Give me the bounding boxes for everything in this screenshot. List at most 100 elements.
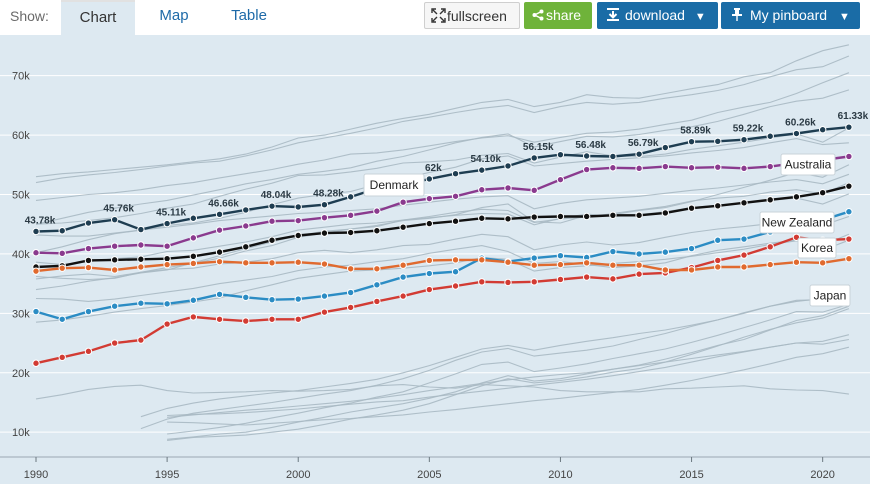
data-point-australia xyxy=(346,193,355,201)
data-point-oecd xyxy=(137,255,145,263)
data-point-new-zealand xyxy=(84,307,93,316)
data-label: 43.78k xyxy=(25,215,56,226)
data-point-australia xyxy=(609,152,617,161)
data-point-denmark xyxy=(373,207,381,215)
data-point-denmark xyxy=(451,192,460,200)
data-label: 45.11k xyxy=(156,208,186,219)
data-label: 56.79k xyxy=(628,138,659,149)
background-country-line xyxy=(35,72,850,201)
data-point-korea xyxy=(451,282,460,290)
data-point-australia xyxy=(714,137,722,146)
data-point-new-zealand xyxy=(399,273,407,281)
data-point-new-zealand xyxy=(189,296,198,304)
data-point-japan xyxy=(714,263,722,271)
data-point-korea xyxy=(556,275,565,284)
data-point-new-zealand xyxy=(635,250,643,258)
callout-box xyxy=(809,284,851,307)
data-label: 58.89k xyxy=(680,126,711,137)
data-point-korea xyxy=(163,320,171,328)
data-point-japan xyxy=(268,259,276,267)
data-point-new-zealand xyxy=(661,248,670,256)
data-point-japan xyxy=(242,259,250,267)
data-point-oecd xyxy=(661,209,670,217)
data-point-denmark xyxy=(189,234,198,242)
callout-label: New Zealand xyxy=(762,216,833,230)
data-point-korea xyxy=(504,278,512,287)
data-point-new-zealand xyxy=(609,247,617,256)
data-point-australia xyxy=(58,227,66,235)
data-point-new-zealand xyxy=(320,292,329,300)
data-point-korea xyxy=(320,308,329,316)
download-button[interactable]: download ▼ xyxy=(597,2,718,29)
data-point-denmark xyxy=(294,216,302,225)
data-point-oecd xyxy=(215,248,224,256)
x-tick-label: 2020 xyxy=(810,469,834,481)
series-line-denmark xyxy=(35,155,850,255)
data-point-japan xyxy=(451,256,460,264)
data-point-japan xyxy=(399,261,407,269)
fullscreen-icon xyxy=(431,3,446,30)
data-point-oecd xyxy=(294,231,302,240)
tab-map[interactable]: Map xyxy=(159,7,189,24)
share-button[interactable]: share xyxy=(524,2,592,29)
data-point-denmark xyxy=(163,242,171,250)
data-point-oecd xyxy=(504,215,512,223)
tab-table[interactable]: Table xyxy=(231,7,267,24)
fullscreen-button[interactable]: fullscreen xyxy=(424,2,520,29)
data-point-korea xyxy=(399,292,407,300)
data-label: 46.66k xyxy=(208,198,239,209)
data-point-korea xyxy=(268,315,276,323)
data-point-new-zealand xyxy=(268,295,276,304)
data-point-denmark xyxy=(425,194,434,203)
data-point-japan xyxy=(504,258,512,266)
data-point-korea xyxy=(845,235,853,243)
background-country-line xyxy=(167,334,850,418)
data-point-australia xyxy=(84,219,93,227)
data-point-new-zealand xyxy=(242,293,250,301)
download-label: download xyxy=(625,7,685,23)
data-point-denmark xyxy=(504,184,512,192)
data-point-japan xyxy=(818,259,827,267)
data-point-oecd xyxy=(687,204,696,212)
data-point-korea xyxy=(110,339,119,347)
data-point-oecd xyxy=(84,256,93,265)
data-label: 61.33k xyxy=(838,111,869,122)
data-point-denmark xyxy=(687,164,696,172)
data-point-denmark xyxy=(766,162,774,171)
callout-label: Australia xyxy=(785,158,832,172)
data-point-oecd xyxy=(425,219,434,228)
line-chart[interactable]: 10k 20k 30k 40k 50k 60k 70k 1990 1995 2000 2005 201… xyxy=(0,35,870,484)
data-point-oecd xyxy=(582,212,591,221)
data-point-australia xyxy=(294,203,302,211)
data-point-korea xyxy=(84,347,93,356)
caret-down-icon: ▼ xyxy=(694,11,706,23)
data-point-denmark xyxy=(609,164,617,172)
tab-chart[interactable]: Chart xyxy=(61,0,135,35)
data-point-australia xyxy=(792,129,801,138)
data-label: 60.26k xyxy=(785,118,816,129)
data-point-oecd xyxy=(845,182,853,190)
x-tick-label: 1990 xyxy=(24,469,48,481)
my-pinboard-button[interactable]: My pinboard ▼ xyxy=(721,2,860,29)
background-country-line xyxy=(35,138,849,237)
data-point-korea xyxy=(294,315,302,323)
data-point-new-zealand xyxy=(373,281,381,289)
share-icon xyxy=(532,2,544,29)
download-icon xyxy=(607,2,619,29)
background-country-line xyxy=(167,338,849,417)
data-point-japan xyxy=(373,265,381,273)
data-point-korea xyxy=(346,303,355,312)
data-point-japan xyxy=(137,263,145,271)
background-country-line xyxy=(35,384,849,400)
data-label: 48.04k xyxy=(261,190,292,201)
data-point-japan xyxy=(556,260,565,269)
series-callout: Korea xyxy=(797,237,837,259)
background-country-line xyxy=(35,89,850,225)
data-point-korea xyxy=(215,315,224,323)
pinboard-label: My pinboard xyxy=(750,7,828,23)
series-line-oecd xyxy=(35,185,850,269)
background-country-line xyxy=(35,239,850,302)
data-point-australia xyxy=(635,150,643,158)
data-point-japan xyxy=(189,259,198,268)
data-point-new-zealand xyxy=(346,288,355,297)
